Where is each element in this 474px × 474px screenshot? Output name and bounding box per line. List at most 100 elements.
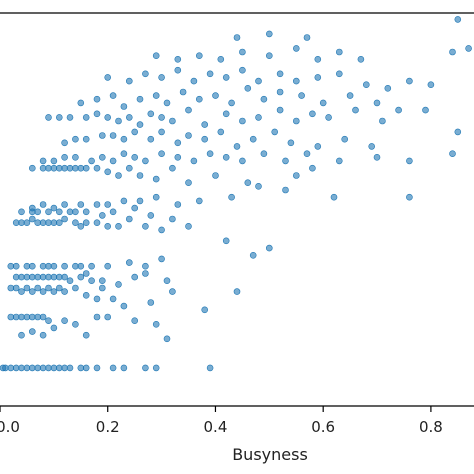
data-point — [276, 88, 284, 96]
data-point — [185, 179, 192, 186]
data-point — [61, 139, 68, 147]
data-point — [45, 114, 52, 121]
data-point — [99, 154, 106, 161]
data-point — [222, 237, 230, 245]
data-point — [12, 262, 20, 270]
data-point — [325, 114, 332, 121]
data-point — [352, 106, 359, 114]
data-point — [55, 114, 63, 121]
data-point — [212, 92, 219, 99]
data-point — [82, 135, 90, 143]
data-point — [61, 273, 68, 281]
data-point — [23, 219, 31, 226]
data-point — [61, 364, 68, 372]
data-point — [12, 284, 20, 292]
data-point — [314, 74, 322, 81]
data-point — [276, 70, 284, 78]
data-point — [66, 164, 74, 172]
data-point — [152, 364, 160, 372]
data-point — [99, 284, 106, 292]
data-point — [45, 262, 52, 270]
data-point — [18, 331, 25, 339]
data-point — [93, 164, 101, 172]
data-point — [427, 81, 435, 88]
data-point — [45, 273, 52, 281]
data-point — [93, 201, 101, 208]
x-tick-label: 0.4 — [204, 418, 228, 436]
data-point — [45, 364, 52, 372]
data-point — [66, 364, 74, 372]
data-point — [131, 128, 138, 136]
data-point — [292, 117, 300, 125]
data-point — [109, 132, 117, 139]
data-point — [50, 288, 58, 295]
data-point — [158, 255, 165, 263]
data-point — [309, 110, 316, 118]
data-point — [335, 48, 343, 56]
data-point — [7, 313, 15, 321]
data-point — [34, 284, 42, 292]
data-point — [163, 277, 171, 285]
data-point — [72, 164, 79, 172]
data-point — [136, 95, 144, 103]
data-point — [217, 55, 225, 63]
data-point — [126, 114, 133, 121]
data-point — [185, 106, 192, 114]
data-point — [249, 252, 257, 259]
data-point — [109, 295, 117, 303]
data-point — [115, 281, 122, 288]
data-point — [82, 270, 90, 277]
data-point — [82, 208, 90, 216]
data-point — [228, 193, 235, 201]
data-point — [55, 219, 63, 226]
data-point — [77, 262, 85, 270]
data-point — [104, 223, 111, 230]
data-point — [152, 92, 160, 99]
x-tick-label: 0.6 — [311, 418, 335, 436]
data-point — [206, 70, 214, 78]
data-point — [142, 270, 149, 277]
data-point — [276, 106, 284, 114]
data-point — [115, 223, 122, 230]
data-point — [255, 183, 262, 190]
data-point — [233, 34, 241, 41]
data-point — [39, 288, 47, 295]
data-point — [28, 204, 36, 212]
data-point — [174, 139, 182, 147]
data-point — [7, 262, 15, 270]
data-point — [406, 157, 413, 165]
data-point — [147, 110, 155, 118]
data-point — [142, 364, 149, 372]
data-point — [82, 331, 90, 339]
data-point — [28, 364, 36, 372]
data-point — [142, 223, 149, 230]
data-point — [72, 154, 79, 161]
data-point — [147, 135, 155, 143]
data-point — [93, 95, 101, 103]
data-point — [131, 154, 138, 161]
data-point — [158, 114, 165, 121]
data-point — [99, 277, 106, 285]
data-point — [120, 364, 128, 372]
x-axis-label: Busyness — [232, 445, 308, 464]
data-point — [61, 288, 68, 295]
data-point — [131, 273, 138, 281]
data-point — [163, 335, 171, 343]
data-point — [158, 128, 165, 136]
data-point — [196, 52, 203, 60]
data-point — [228, 99, 235, 107]
data-point — [104, 168, 111, 176]
data-point — [260, 95, 268, 103]
data-point — [292, 172, 300, 179]
data-point — [45, 219, 52, 226]
data-point — [82, 114, 90, 121]
data-point — [28, 313, 36, 321]
data-point — [55, 208, 63, 216]
data-point — [222, 154, 230, 161]
data-point — [454, 16, 462, 23]
data-point — [72, 262, 79, 270]
data-point — [449, 150, 456, 157]
data-point — [265, 52, 273, 60]
data-point — [239, 48, 246, 56]
data-point — [88, 277, 95, 285]
